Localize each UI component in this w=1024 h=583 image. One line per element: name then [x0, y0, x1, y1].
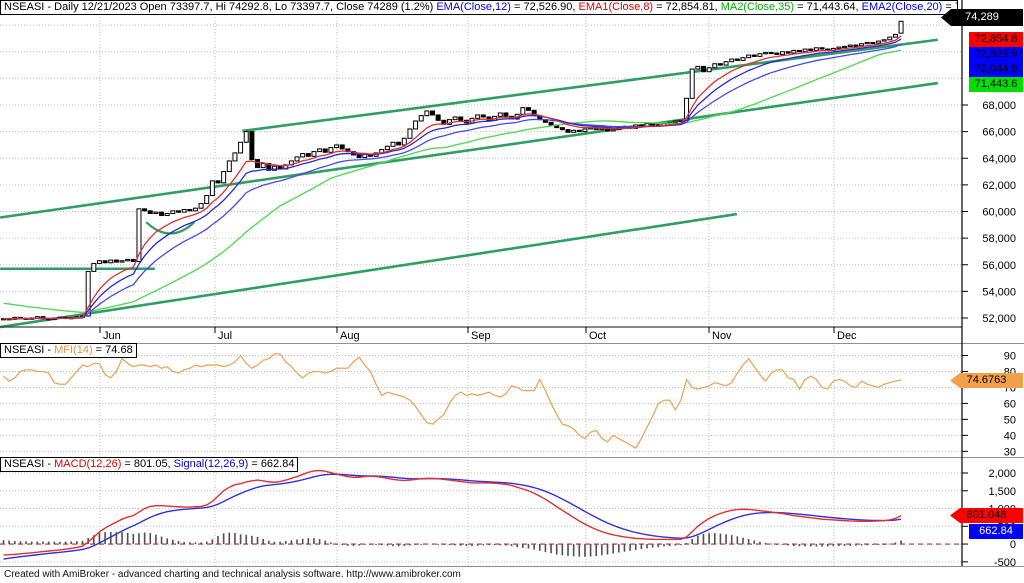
y-axis-label: 58,000	[982, 233, 1016, 245]
macd-value: = 801.05,	[121, 458, 174, 470]
ema12-value: = 72,526.90,	[510, 1, 579, 13]
month-label: Oct	[589, 330, 606, 342]
y-axis-label: 64,000	[982, 153, 1016, 165]
ma35-label: MA2(Close,35)	[720, 1, 795, 13]
axes	[0, 0, 1024, 567]
ma35-value: = 71,443.64,	[794, 1, 862, 13]
macd-line	[3, 469, 902, 556]
macd-panel-title: NSEASI - MACD(12,26) = 801.05, Signal(12…	[0, 457, 299, 472]
mfi-line	[3, 353, 902, 450]
y-axis-label: 52,000	[982, 313, 1016, 325]
price-panel-title: NSEASI - Daily 12/21/2023 Open 73397.7, …	[0, 0, 958, 15]
y-axis-label: 66,000	[982, 127, 1016, 139]
mfi-panel-title: NSEASI - MFI(14) = 74.68	[0, 343, 137, 358]
month-label: Jul	[218, 330, 232, 342]
y-axis-label: 2,000	[988, 468, 1016, 480]
y-axis-label: 30	[1004, 446, 1016, 458]
ema12-line	[3, 38, 902, 320]
month-label: Dec	[837, 330, 857, 342]
y-axis-label: 60,000	[982, 207, 1016, 219]
mfi-title-pre: NSEASI -	[4, 344, 55, 356]
ema12-label: EMA(Close,12)	[436, 1, 511, 13]
macd-label: MACD(12,26)	[54, 458, 122, 470]
y-axis-label: 56,000	[982, 260, 1016, 272]
ema8-line	[3, 35, 902, 320]
mfi-value: = 74.68	[92, 344, 133, 356]
month-label: Aug	[340, 330, 360, 342]
ma35-price-badge: 71,443.6	[969, 77, 1023, 92]
ema12-price-badge: 72,526.9	[969, 47, 1023, 62]
month-label: Nov	[712, 330, 732, 342]
y-axis-label: -500	[994, 557, 1016, 569]
signal-value: = 662.84	[248, 458, 295, 470]
last-price-badge: 74,289	[941, 9, 1023, 26]
trendlines	[0, 38, 938, 329]
x-axis-labels: Jun Jul Aug Sep Oct Nov Dec	[99, 327, 857, 342]
ema8-value: = 72,854.81,	[653, 1, 721, 13]
signal-value-badge: 662.84	[969, 524, 1023, 539]
macd-value-badge: 801.048	[950, 508, 1023, 523]
mfi-label: MFI(14)	[54, 344, 93, 356]
ema20-price-badge: 72,044.9	[969, 62, 1023, 77]
amibroker-credit: Created with AmiBroker - advanced charti…	[4, 569, 461, 580]
y-axis-label: 90	[1004, 351, 1016, 363]
y-axis-label: 60	[1004, 398, 1016, 410]
ema20-value: = 7	[945, 1, 957, 13]
y-axis-label: 68,000	[982, 100, 1016, 112]
candles	[1, 20, 904, 321]
y-axis-label: 0	[1010, 539, 1016, 551]
ma35-line	[3, 49, 902, 314]
y-axis-label: 62,000	[982, 180, 1016, 192]
signal-label: Signal(12,26,9)	[173, 458, 249, 470]
ema8-price-badge: 72,854.8	[969, 32, 1023, 47]
y-axis-label: 50	[1004, 414, 1016, 426]
month-label: Jun	[103, 330, 121, 342]
price-title-main: NSEASI - Daily 12/21/2023 Open 73397.7, …	[4, 1, 437, 13]
ema20-line	[3, 43, 902, 320]
y-axis-label: 1,500	[988, 486, 1016, 498]
y-axis-label: 40	[1004, 430, 1016, 442]
month-label: Sep	[471, 330, 491, 342]
plot-area	[0, 14, 962, 566]
ema8-label: EMA1(Close,8)	[578, 1, 654, 13]
signal-line	[3, 473, 902, 560]
ema20-label: EMA2(Close,20)	[861, 1, 943, 13]
gridlines	[0, 14, 962, 566]
mfi-value-badge: 74.6763	[950, 373, 1023, 388]
macd-histogram	[2, 531, 902, 557]
y-axis-label: 54,000	[982, 286, 1016, 298]
macd-title-pre: NSEASI -	[4, 458, 55, 470]
